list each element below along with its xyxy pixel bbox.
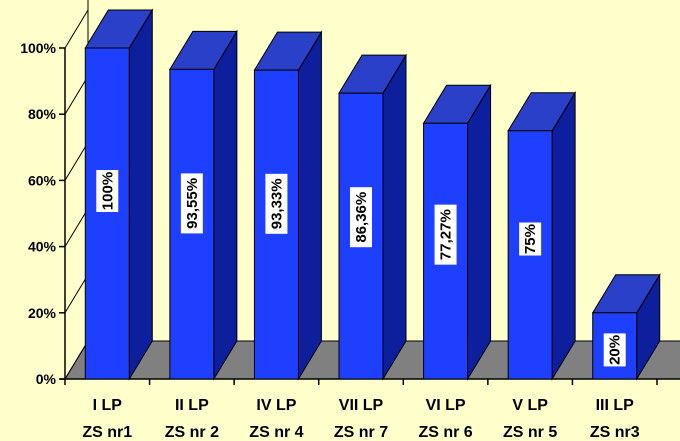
bar-side xyxy=(213,29,238,381)
category-label-line2: ZS nr 7 xyxy=(334,424,388,441)
category-label-line1: V LP xyxy=(512,397,548,414)
bar xyxy=(422,83,492,381)
y-tick-label: 60% xyxy=(28,172,57,188)
category-label-line1: I LP xyxy=(93,397,123,414)
data-label-text: 100% xyxy=(99,172,116,210)
bar-side xyxy=(551,90,576,381)
data-label-box xyxy=(265,173,288,234)
data-label-text: 86,36% xyxy=(353,192,370,243)
y-tick-label: 40% xyxy=(28,239,57,255)
y-tick-depth xyxy=(64,75,89,115)
bar xyxy=(84,8,154,381)
bar xyxy=(338,53,407,381)
data-label-text: 93,55% xyxy=(184,178,201,229)
category-label-line1: VII LP xyxy=(339,397,384,414)
data-label: 75% xyxy=(519,222,542,256)
y-tick-depth xyxy=(64,274,89,314)
bars xyxy=(84,8,661,381)
data-label: 86,36% xyxy=(350,187,372,248)
category-label-line1: II LP xyxy=(175,397,209,414)
category-label-line2: ZS nr3 xyxy=(590,424,640,441)
y-tick-depth xyxy=(64,340,89,380)
data-label-box xyxy=(96,170,119,213)
labels: 100% I LP ZS nr1 93,55% II LP ZS nr 2 93,33% IV… xyxy=(82,170,640,441)
y-tick-label: 0% xyxy=(36,371,57,387)
bar xyxy=(507,90,577,381)
data-label: 93,55% xyxy=(180,173,203,234)
data-label-text: 20% xyxy=(607,335,624,365)
bar-side xyxy=(297,30,322,381)
data-label: 93,33% xyxy=(265,173,288,234)
data-label-text: 77,27% xyxy=(438,209,455,260)
y-tick-label: 20% xyxy=(28,305,57,321)
data-label-text: 93,33% xyxy=(268,178,285,229)
y-tick-depth xyxy=(64,142,89,181)
axes: 0% 20% 40% 60% 80% 100% xyxy=(20,9,680,387)
data-label-box xyxy=(350,187,372,248)
data-label-box xyxy=(180,173,203,234)
category-label-line2: ZS nr 2 xyxy=(165,424,219,441)
y-tick-label: 100% xyxy=(20,40,56,56)
data-label: 77,27% xyxy=(434,204,457,265)
data-label: 100% xyxy=(96,170,119,213)
data-label-box xyxy=(434,204,457,265)
bar-front xyxy=(84,47,130,380)
category-label-line2: ZS nr1 xyxy=(82,424,132,441)
y-tick-label: 80% xyxy=(28,106,57,122)
category-label-line1: III LP xyxy=(596,397,635,414)
data-label-text: 75% xyxy=(522,224,539,254)
category-label-line2: ZS nr 6 xyxy=(418,424,472,441)
category-label-line2: ZS nr 5 xyxy=(503,424,557,441)
category-label-line1: VI LP xyxy=(426,397,466,414)
data-label-box xyxy=(519,222,542,256)
category-label-line2: ZS nr 4 xyxy=(249,424,303,441)
bar-side xyxy=(128,8,153,381)
data-label-box xyxy=(603,333,626,367)
category-label-line1: IV LP xyxy=(256,397,296,414)
y-tick-depth xyxy=(64,208,89,247)
data-label: 20% xyxy=(603,333,626,367)
y-tick-depth xyxy=(64,9,89,49)
bar-side xyxy=(382,53,407,381)
bar xyxy=(168,29,238,381)
bar-side xyxy=(467,83,492,381)
bar xyxy=(253,30,323,381)
